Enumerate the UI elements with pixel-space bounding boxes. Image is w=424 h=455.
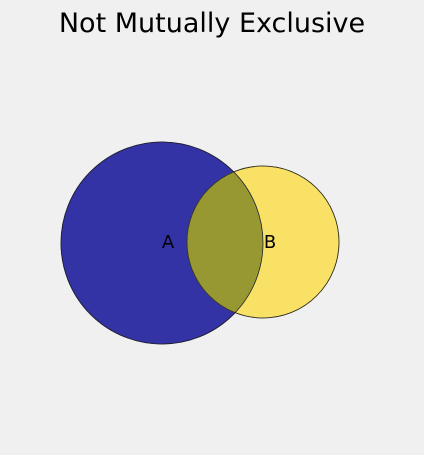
- intersection-region: [187, 166, 263, 318]
- set-a-label: A: [162, 232, 175, 253]
- diagram-title: Not Mutually Exclusive: [59, 8, 365, 39]
- set-b-outline: [186, 165, 340, 319]
- set-b-label: B: [264, 232, 276, 253]
- set-a-outline: [60, 141, 264, 345]
